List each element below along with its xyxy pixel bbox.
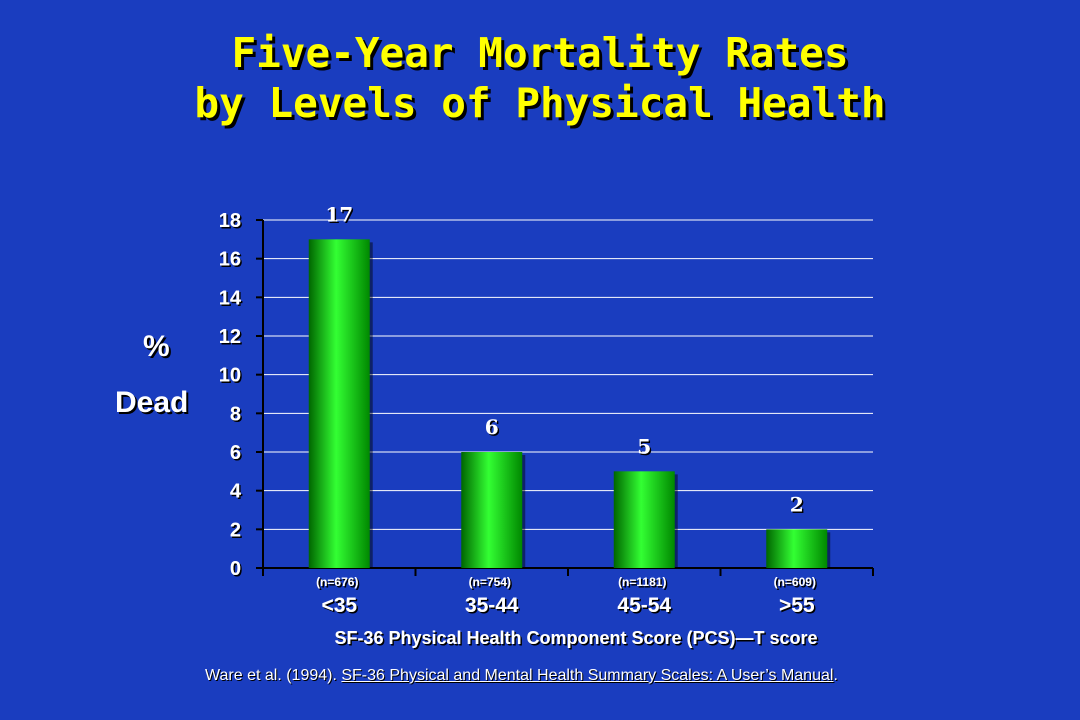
sample-size-label-3: (n=609) (774, 575, 816, 589)
bar-1 (461, 452, 523, 568)
category-label-0: <35 (321, 594, 357, 617)
data-label-2: 5 (637, 434, 651, 458)
bars (308, 239, 831, 569)
data-label-0: 17 (325, 202, 353, 226)
title-line-1: Five-Year Mortality Rates (231, 29, 849, 77)
sample-size-label-0: (n=676) (316, 575, 358, 589)
bar-2 (613, 471, 675, 568)
y-tick-label: 14 (219, 287, 242, 309)
labels: 0 2 4 6 8 10 12 14 16 18 17 (n=676) <35 6 (n=754) 35-44… (219, 202, 818, 648)
sample-size-label-1: (n=754) (469, 575, 511, 589)
title-line-2: by Levels of Physical Health (194, 79, 886, 127)
slide-title: Five-Year Mortality Rates by Levels of P… (0, 28, 1080, 128)
y-axis-label-percent: % (143, 330, 170, 363)
sample-size-label-2: (n=1181) (618, 575, 666, 589)
y-tick-label: 16 (219, 249, 241, 271)
citation-prefix: Ware et al. (1994). (205, 667, 342, 684)
y-tick-label: 12 (219, 326, 241, 348)
category-label-2: 45-54 (617, 594, 671, 617)
y-tick-label: 8 (230, 403, 241, 425)
category-label-3: >55 (779, 594, 815, 617)
citation: Ware et al. (1994). SF-36 Physical and M… (205, 667, 838, 685)
citation-book-title: SF-36 Physical and Mental Health Summary… (341, 667, 834, 684)
y-tick-label: 0 (230, 558, 241, 580)
data-label-3: 2 (790, 492, 804, 516)
y-tick-label: 10 (219, 365, 241, 387)
x-axis-title: SF-36 Physical Health Component Score (P… (334, 628, 817, 648)
y-tick-label: 18 (219, 210, 241, 232)
y-axis-label-dead: Dead (115, 386, 189, 419)
data-label-1: 6 (485, 415, 499, 439)
y-tick-label: 6 (230, 442, 241, 464)
category-label-1: 35-44 (465, 594, 519, 617)
y-tick-label: 2 (230, 519, 241, 541)
citation-suffix: . (833, 667, 838, 684)
y-tick-label: 4 (230, 481, 242, 503)
bar-3 (766, 529, 828, 568)
bar-0 (308, 239, 370, 569)
